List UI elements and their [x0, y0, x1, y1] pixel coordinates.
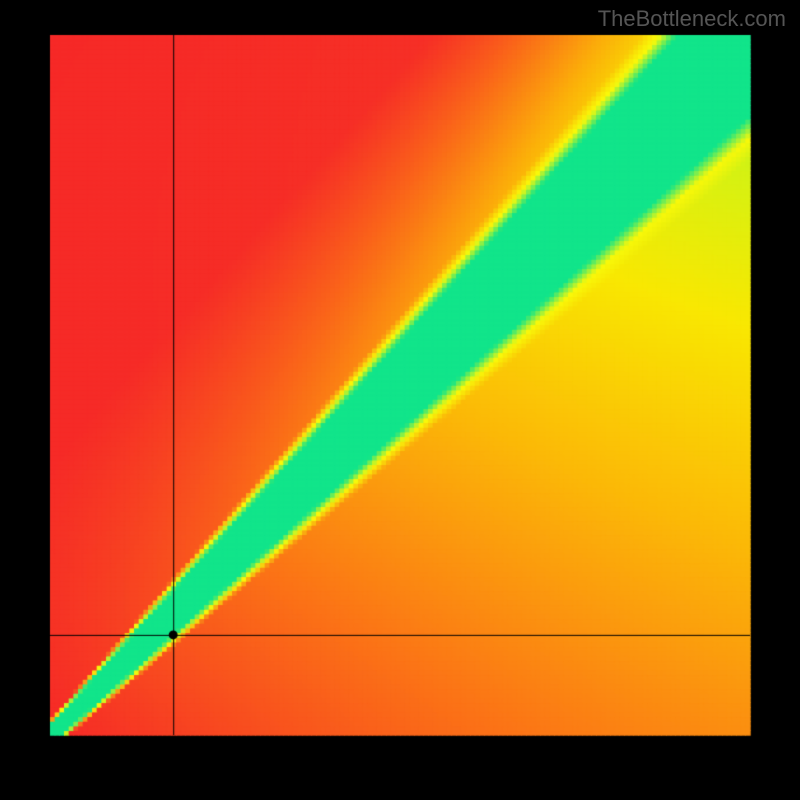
bottleneck-heatmap: [0, 0, 800, 800]
watermark-text: TheBottleneck.com: [598, 6, 786, 32]
